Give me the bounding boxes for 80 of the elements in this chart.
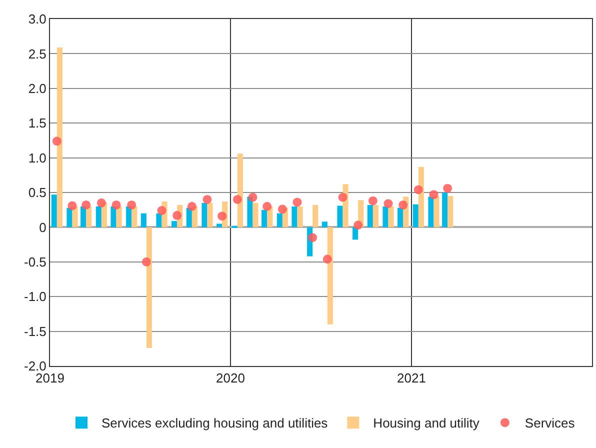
- point: [218, 212, 227, 221]
- bar: [252, 202, 258, 228]
- bar: [207, 202, 213, 228]
- x-tick-label: 2021: [397, 370, 426, 386]
- bar: [80, 206, 86, 228]
- bar: [297, 206, 303, 228]
- bar: [442, 192, 448, 228]
- bar: [418, 166, 424, 228]
- point: [322, 254, 332, 264]
- bar: [322, 222, 328, 228]
- point: [232, 194, 242, 204]
- point: [142, 257, 151, 266]
- bar: [292, 206, 298, 228]
- legend-label: Services excluding housing and utilities: [102, 416, 328, 431]
- bar: [156, 213, 162, 228]
- point: [82, 200, 91, 210]
- bar: [96, 206, 102, 228]
- bar: [372, 204, 378, 228]
- y-tick-label: 0: [39, 220, 46, 235]
- bar: [146, 227, 152, 348]
- bar: [86, 206, 92, 228]
- bar: [448, 196, 454, 228]
- point: [292, 198, 302, 207]
- bar: [126, 206, 132, 228]
- y-tick-label: 2.0: [28, 80, 46, 96]
- point: [112, 200, 121, 210]
- point: [398, 200, 408, 210]
- bar: [237, 154, 243, 228]
- bar: [428, 196, 434, 228]
- bar: [172, 220, 178, 228]
- y-tick-label: 2.5: [28, 46, 46, 62]
- y-tick-label: 3.0: [28, 12, 46, 27]
- bar: [388, 206, 394, 228]
- y-tick-label: 1.5: [28, 116, 46, 131]
- bar: [140, 213, 146, 228]
- point: [338, 192, 348, 202]
- point: [414, 185, 423, 194]
- x-tick-label: 2020: [216, 370, 245, 386]
- point: [157, 206, 166, 216]
- point: [278, 204, 287, 214]
- point: [354, 220, 363, 230]
- y-tick-label: 1.0: [28, 150, 46, 166]
- bar: [132, 206, 138, 228]
- bar: [367, 204, 373, 228]
- bar: [262, 210, 268, 228]
- point: [308, 233, 318, 242]
- legend-label: Services: [524, 416, 576, 431]
- bar: [216, 224, 222, 228]
- y-tick-label: -1.0: [24, 289, 46, 304]
- bar: [434, 196, 440, 228]
- point: [96, 198, 106, 208]
- legend-label: Housing and utility: [373, 416, 480, 431]
- point: [443, 184, 452, 193]
- point: [262, 202, 272, 211]
- bar: [398, 208, 404, 228]
- bar: [66, 208, 72, 228]
- point: [248, 192, 258, 202]
- point: [384, 199, 393, 208]
- bar: [56, 47, 62, 228]
- y-tick-label: -1.5: [24, 324, 46, 339]
- y-tick-label: -0.5: [24, 254, 46, 270]
- point: [429, 190, 438, 200]
- point: [52, 136, 62, 146]
- point: [172, 210, 182, 220]
- bar: [116, 206, 122, 228]
- bar: [202, 202, 208, 228]
- point: [368, 196, 378, 206]
- point: [127, 200, 136, 210]
- bar: [51, 194, 57, 228]
- bar: [382, 206, 388, 228]
- bar: [337, 206, 343, 228]
- bar: [412, 204, 418, 228]
- bar: [312, 204, 318, 228]
- bar: [276, 213, 282, 228]
- bar: [110, 206, 116, 228]
- point: [202, 194, 212, 204]
- y-tick-label: 0.5: [28, 185, 46, 200]
- point: [68, 201, 77, 210]
- point: [187, 202, 196, 211]
- bar: [327, 227, 333, 324]
